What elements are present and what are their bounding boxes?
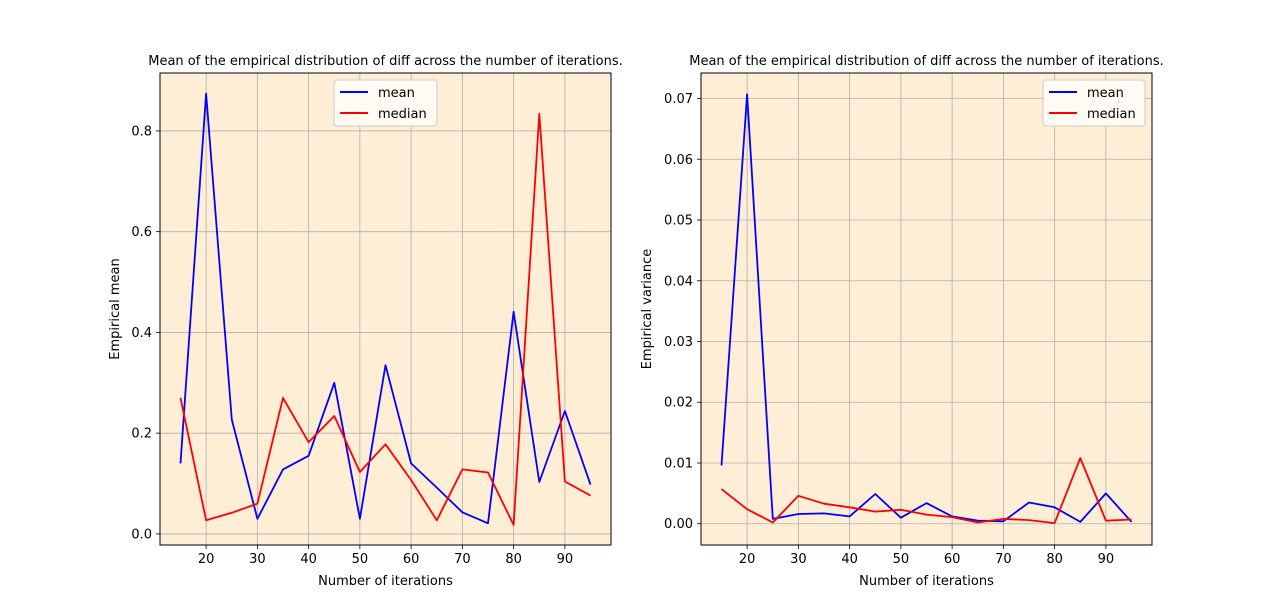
x-tick-label: 50 [893,552,910,567]
y-tick-label: 0.6 [131,225,152,240]
y-tick-label: 0.8 [131,124,152,139]
x-tick-label: 30 [790,552,807,567]
legend-label-median: median [1087,107,1136,122]
series-line-mean [179,92,592,525]
x-tick-label: 70 [995,552,1012,567]
y-tick-label: 0.01 [664,456,693,471]
x-ticks: 20 30 40 50 60 70 80 90 [198,545,573,567]
x-tick-label: 40 [841,552,858,567]
x-tick-label: 20 [739,552,756,567]
legend-label-mean: mean [378,86,415,101]
x-tick-label: 20 [198,552,215,567]
series-lines [179,92,592,526]
legend: mean median [333,79,438,127]
legend-label-median: median [378,107,427,122]
series-line-median [179,112,591,526]
series-line-median [720,457,1132,524]
x-axis-label: Number of iterations [318,574,453,589]
chart-title: Mean of the empirical distribution of di… [689,54,1163,69]
grid [701,73,1152,545]
y-ticks: 0.00 0.01 0.02 0.03 0.04 0.05 0.06 0.07 [664,92,701,532]
series-line-mean [720,93,1133,523]
series-lines [720,93,1133,524]
plot-frame [700,72,1153,546]
x-tick-label: 80 [1046,552,1063,567]
subplot-1: 20 30 40 50 60 70 80 90 0.0 0.2 0.4 0.6 0.8 Mean of… [108,54,623,589]
y-tick-label: 0.00 [664,517,693,532]
y-axis-label: Empirical mean [108,258,123,359]
y-tick-label: 0.06 [664,153,693,168]
x-tick-label: 90 [557,552,574,567]
y-tick-label: 0.0 [131,527,152,542]
plot-frame [159,72,612,546]
chart-title: Mean of the empirical distribution of di… [148,54,622,69]
y-tick-label: 0.03 [664,335,693,350]
plot-area-background [701,73,1152,545]
grid [160,73,611,545]
y-tick-label: 0.04 [664,274,693,289]
y-tick-label: 0.05 [664,214,693,229]
x-axis-label: Number of iterations [859,574,994,589]
legend: mean median [1042,79,1146,127]
y-ticks: 0.0 0.2 0.4 0.6 0.8 [131,124,160,542]
y-axis-label: Empirical variance [640,249,655,370]
x-tick-label: 40 [300,552,317,567]
legend-label-mean: mean [1087,86,1124,101]
y-tick-label: 0.07 [664,92,693,107]
x-tick-label: 90 [1098,552,1115,567]
y-tick-label: 0.2 [131,427,152,442]
x-tick-label: 60 [944,552,961,567]
x-ticks: 20 30 40 50 60 70 80 90 [739,545,1114,567]
x-tick-label: 60 [403,552,420,567]
plot-area-background [160,73,611,545]
y-tick-label: 0.02 [664,396,693,411]
x-tick-label: 70 [454,552,471,567]
x-tick-label: 30 [249,552,266,567]
subplot-2: 20 30 40 50 60 70 80 90 0.000.010.020.030.040.0… [640,54,1164,589]
x-tick-label: 80 [505,552,522,567]
x-tick-label: 50 [352,552,369,567]
y-tick-label: 0.4 [131,326,152,341]
